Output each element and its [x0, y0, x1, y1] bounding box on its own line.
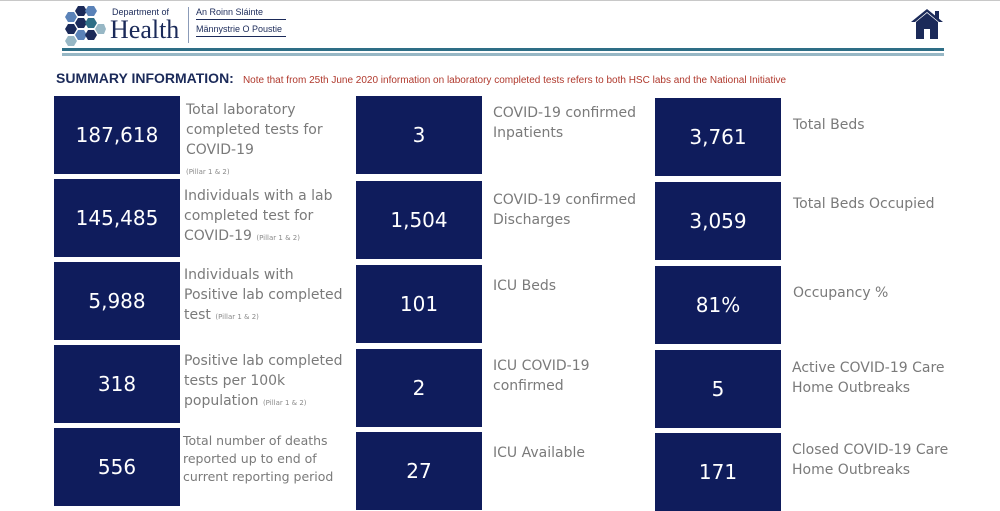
kpi-icu-available-label: ICU Available	[493, 445, 585, 461]
kpi-positive-per-100k-value[interactable]: 318	[54, 345, 180, 423]
kpi-individuals-positive-value[interactable]: 5,988	[54, 262, 180, 340]
summary-heading: SUMMARY INFORMATION: Note that from 25th…	[56, 68, 786, 87]
department-logo: Department of Health An Roinn Sláinte Mä…	[62, 4, 292, 48]
logo-department-of: Department of	[112, 7, 170, 17]
kpi-total-beds-value[interactable]: 3,761	[655, 98, 781, 176]
logo-health: Health	[110, 15, 180, 44]
kpi-individuals-tested-value[interactable]: 145,485	[54, 179, 180, 257]
kpi-confirmed-inpatients-label: COVID-19 confirmed Inpatients	[493, 105, 636, 141]
header-rule-dark	[62, 48, 944, 51]
kpi-closed-outbreaks-label: Closed COVID-19 Care Home Outbreaks	[792, 442, 949, 478]
kpi-icu-beds-value[interactable]: 101	[356, 265, 482, 343]
header-rule-light	[62, 53, 944, 56]
summary-title: SUMMARY INFORMATION:	[56, 70, 234, 86]
kpi-label-sub: (Pillar 1 & 2)	[256, 234, 300, 242]
kpi-icu-beds-label: ICU Beds	[493, 278, 556, 294]
kpi-active-outbreaks-value[interactable]: 5	[655, 350, 781, 428]
kpi-confirmed-discharges-label: COVID-19 confirmed Discharges	[493, 192, 636, 228]
logo-underline	[196, 19, 286, 20]
kpi-beds-occupied-value[interactable]: 3,059	[655, 182, 781, 260]
hexagon-cluster-icon	[65, 6, 106, 46]
kpi-label-text: Individuals with Positive lab completed …	[184, 267, 343, 323]
kpi-total-tests-value[interactable]: 187,618	[54, 96, 180, 174]
kpi-confirmed-inpatients-value[interactable]: 3	[356, 96, 482, 174]
kpi-deaths-value[interactable]: 556	[54, 428, 180, 506]
logo-divider	[188, 7, 189, 43]
kpi-confirmed-discharges-value[interactable]: 1,504	[356, 181, 482, 259]
kpi-label-sub: (Pillar 1 & 2)	[186, 168, 230, 176]
home-icon[interactable]	[910, 8, 944, 40]
page-header: Department of Health An Roinn Sláinte Mä…	[0, 0, 1000, 62]
kpi-icu-confirmed-value[interactable]: 2	[356, 349, 482, 427]
kpi-beds-occupied-label: Total Beds Occupied	[793, 196, 935, 212]
kpi-occupancy-label: Occupancy %	[793, 285, 889, 301]
kpi-closed-outbreaks-value[interactable]: 171	[655, 433, 781, 511]
kpi-icu-confirmed-label: ICU COVID-19 confirmed	[493, 358, 590, 394]
kpi-icu-available-value[interactable]: 27	[356, 432, 482, 510]
logo-underline	[196, 36, 286, 37]
kpi-label-text: Positive lab completed tests per 100k po…	[184, 353, 343, 409]
kpi-individuals-positive-label: Individuals with Positive lab completed …	[184, 265, 344, 327]
kpi-total-beds-label: Total Beds	[793, 117, 865, 133]
kpi-individuals-tested-label: Individuals with a lab completed test fo…	[184, 186, 344, 248]
kpi-label-text: Total number of deaths reported up to en…	[183, 433, 334, 484]
kpi-active-outbreaks-label: Active COVID-19 Care Home Outbreaks	[792, 360, 945, 396]
kpi-deaths-label: Total number of deaths reported up to en…	[183, 432, 343, 486]
logo-irish-name: An Roinn Sláinte	[196, 7, 264, 17]
kpi-label-sub: (Pillar 1 & 2)	[262, 399, 307, 407]
kpi-label-text: Individuals with a lab completed test fo…	[184, 188, 333, 244]
kpi-occupancy-value[interactable]: 81%	[655, 266, 781, 344]
top-border	[0, 0, 1000, 1]
kpi-positive-per-100k-label: Positive lab completed tests per 100k po…	[184, 351, 344, 413]
logo-manx-name: Männystrie O Poustie	[196, 24, 283, 34]
kpi-label-text: Total laboratory completed tests for COV…	[186, 102, 323, 158]
summary-note: Note that from 25th June 2020 informatio…	[242, 75, 787, 86]
kpi-label-sub: (Pillar 1 & 2)	[215, 313, 259, 321]
kpi-total-tests-label: Total laboratory completed tests for COV…	[186, 100, 346, 182]
